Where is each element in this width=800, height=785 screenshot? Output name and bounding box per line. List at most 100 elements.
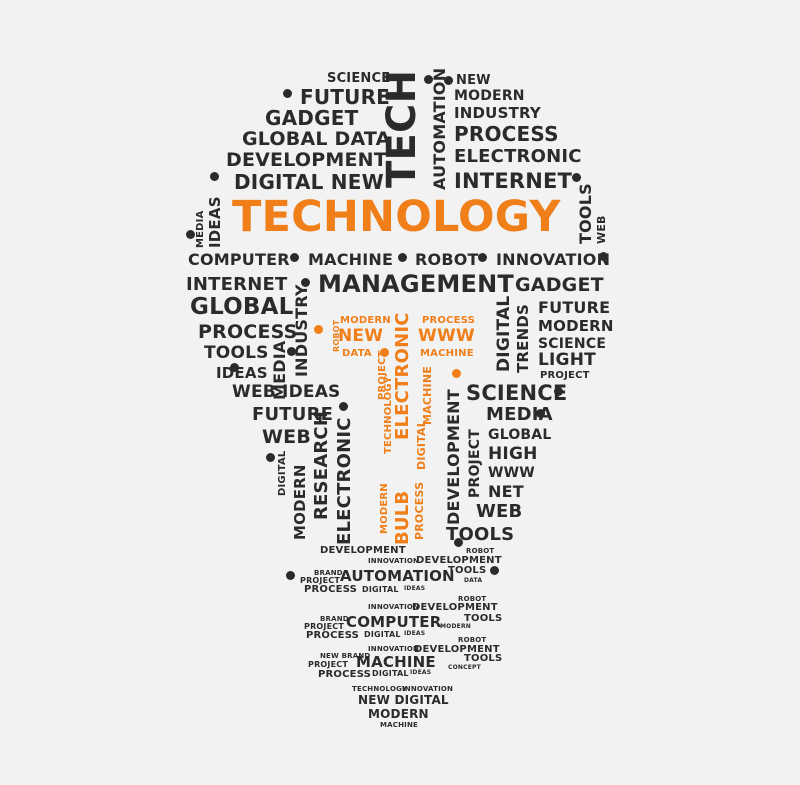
word-research: RESEARCH xyxy=(311,410,332,520)
word-robot: ROBOT xyxy=(332,319,341,352)
word-future: FUTURE xyxy=(300,85,391,109)
word-modern: MODERN xyxy=(379,483,390,534)
word-tools: TOOLS xyxy=(464,653,503,664)
word-development: DEVELOPMENT xyxy=(320,545,406,556)
word-computer: COMPUTER xyxy=(188,250,290,269)
word-new: NEW xyxy=(338,326,384,346)
word-web: WEB xyxy=(595,215,608,244)
word-bulb: BULB xyxy=(392,490,413,545)
word-innovation: INNOVATION xyxy=(402,685,454,693)
word-technology: TECHNOLOGY xyxy=(352,685,408,693)
bullet-dot xyxy=(572,173,581,182)
word-machine: MACHINE xyxy=(380,721,419,729)
word-ideas: IDEAS xyxy=(410,669,432,676)
word-science: SCIENCE xyxy=(327,71,391,86)
word-global: GLOBAL xyxy=(488,427,552,443)
word-tools: TOOLS xyxy=(576,183,595,244)
word-innovation: INNOVATION xyxy=(496,250,611,269)
bullet-dot xyxy=(286,571,295,580)
word-computer: COMPUTER xyxy=(346,613,442,631)
word-process: PROCESS xyxy=(318,669,372,680)
word-gadget: GADGET xyxy=(265,106,359,130)
word-future: FUTURE xyxy=(538,298,611,317)
word-technology: TECHNOLOGY xyxy=(232,192,561,242)
bullet-dot xyxy=(230,363,239,372)
word-ideas: IDEAS xyxy=(404,585,426,592)
word-innovation: INNOVATION xyxy=(368,603,420,611)
word-new-brand: NEW BRAND xyxy=(320,652,371,660)
word-electronic: ELECTRONIC xyxy=(454,146,582,167)
bullet-dot xyxy=(287,347,296,356)
bullet-dot xyxy=(554,387,563,396)
word-digital: DIGITAL xyxy=(364,630,401,639)
word-web-ideas: WEB IDEAS xyxy=(232,382,341,402)
word-innovation: INNOVATION xyxy=(368,557,420,565)
bullet-dot xyxy=(339,402,348,411)
word-project: PROJECT xyxy=(300,576,340,585)
word-digital: DIGITAL xyxy=(415,420,428,470)
word-tools: TOOLS xyxy=(446,524,515,545)
bullet-dot xyxy=(599,252,608,261)
word-light: LIGHT xyxy=(538,350,596,370)
bullet-dot xyxy=(490,566,499,575)
word-innovation: INNOVATION xyxy=(368,645,420,653)
word-digital: DIGITAL xyxy=(494,295,514,372)
word-ideas: IDEAS xyxy=(216,364,268,382)
bullet-dot xyxy=(290,253,299,262)
word-global: GLOBAL xyxy=(190,294,294,320)
word-tools: TOOLS xyxy=(204,343,269,363)
word-robot: ROBOT xyxy=(458,595,487,603)
word-web: WEB xyxy=(262,426,312,448)
word-process: PROCESS xyxy=(306,630,360,641)
word-modern: MODERN xyxy=(368,707,429,721)
word-high: HIGH xyxy=(488,444,538,464)
word-development: DEVELOPMENT xyxy=(444,389,463,525)
word-project: PROJECT xyxy=(467,429,483,498)
word-process: PROCESS xyxy=(413,481,426,540)
bullet-dot xyxy=(210,172,219,181)
word-net: NET xyxy=(488,482,524,501)
word-science: SCIENCE xyxy=(466,381,568,405)
word-modern: MODERN xyxy=(440,623,471,630)
word-web: WEB xyxy=(476,501,523,522)
word-ideas: IDEAS xyxy=(206,196,224,248)
word-industry: INDUSTRY xyxy=(454,104,541,122)
word-media: MEDIA xyxy=(195,210,206,248)
bullet-dot xyxy=(283,89,292,98)
word-robot: ROBOT xyxy=(458,636,487,644)
word-tools: TOOLS xyxy=(448,565,487,576)
word-ideas: IDEAS xyxy=(404,630,426,637)
word-internet: INTERNET xyxy=(454,169,573,193)
word-electronic: ELECTRONIC xyxy=(392,312,413,440)
word-machine: MACHINE xyxy=(420,348,474,359)
bullet-dot xyxy=(314,325,323,334)
word-machine: MACHINE xyxy=(421,366,434,425)
bullet-dot xyxy=(536,409,545,418)
word-project: PROJECT xyxy=(304,622,344,631)
word-tools: TOOLS xyxy=(464,613,503,624)
word-brand: BRAND xyxy=(314,569,343,577)
word-development: DEVELOPMENT xyxy=(416,555,502,566)
word-process: PROCESS xyxy=(454,122,559,146)
bullet-dot xyxy=(454,538,463,547)
word-modern: MODERN xyxy=(340,315,391,326)
bullet-dot xyxy=(301,278,310,287)
word-robot: ROBOT xyxy=(466,547,495,555)
word-www: WWW xyxy=(418,326,475,346)
word-trends: TRENDS xyxy=(514,303,532,373)
word-process: PROCESS xyxy=(304,584,358,595)
word-automation: AUTOMATION xyxy=(430,67,449,190)
bullet-dot xyxy=(424,75,433,84)
word-development: DEVELOPMENT xyxy=(412,602,498,613)
word-media: MEDIA xyxy=(486,404,553,425)
word-modern: MODERN xyxy=(538,317,614,335)
word-modern: MODERN xyxy=(291,464,309,540)
word-digital-new: DIGITAL NEW xyxy=(234,170,384,194)
word-future: FUTURE xyxy=(252,404,334,425)
word-digital: DIGITAL xyxy=(372,669,409,678)
word-development: DEVELOPMENT xyxy=(414,644,500,655)
word-process: PROCESS xyxy=(198,321,298,343)
word-global-data: GLOBAL DATA xyxy=(242,128,391,150)
bullet-dot xyxy=(266,453,275,462)
word-brand: BRAND xyxy=(320,615,349,623)
